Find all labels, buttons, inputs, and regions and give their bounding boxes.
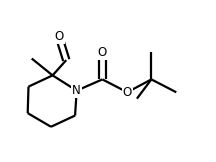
Text: O: O [54,30,64,43]
Text: N: N [72,84,81,97]
Text: O: O [123,86,132,99]
Text: O: O [98,46,107,59]
